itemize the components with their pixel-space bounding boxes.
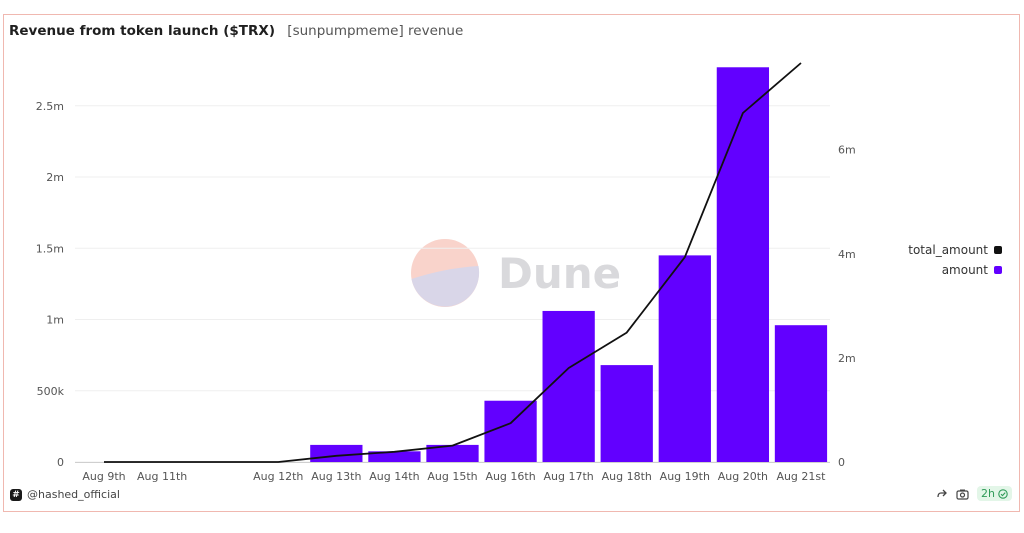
legend-swatch-total-amount (994, 246, 1002, 254)
left-tick-label: 1.5m (36, 242, 64, 255)
legend-swatch-amount (994, 266, 1002, 274)
x-tick-label-aug-19th: Aug 19th (660, 470, 710, 483)
right-tick-label: 4m (838, 248, 856, 261)
chart-header: Revenue from token launch ($TRX) [sunpum… (9, 23, 463, 39)
x-tick-label-aug-11th: Aug 11th (137, 470, 187, 483)
watermark-text: Dune (498, 248, 622, 298)
legend: total_amount amount (908, 240, 1002, 280)
x-tick-label-aug-9th: Aug 9th (82, 470, 125, 483)
x-tick-label-aug-17th: Aug 17th (544, 470, 594, 483)
right-axis-ticks: 0 2m 4m 6m (838, 144, 856, 469)
bar-aug-16th[interactable] (484, 400, 537, 462)
right-tick-label: 0 (838, 456, 845, 469)
total-amount-line-layer (104, 62, 802, 463)
camera-icon[interactable] (956, 488, 969, 500)
dune-watermark: Dune (410, 238, 621, 308)
bar-aug-15th[interactable] (426, 444, 479, 462)
refresh-badge[interactable]: 2h (977, 486, 1012, 501)
left-axis-ticks: 0 500k 1m 1.5m 2m 2.5m (36, 100, 65, 469)
legend-label-total-amount: total_amount (908, 243, 988, 257)
x-axis-ticks: Aug 9th Aug 11th Aug 12th Aug 13th Aug 14th A… (82, 470, 826, 483)
dune-logo-icon (411, 239, 480, 307)
author-handle: @hashed_official (27, 488, 120, 501)
x-tick-label-aug-16th: Aug 16th (485, 470, 535, 483)
x-tick-label-aug-20th: Aug 20th (718, 470, 768, 483)
bar-aug-20th[interactable] (716, 67, 770, 463)
right-tick-label: 2m (838, 352, 856, 365)
footer-actions: 2h (936, 486, 1012, 501)
bar-aug-18th[interactable] (600, 365, 653, 462)
x-tick-label-aug-18th: Aug 18th (602, 470, 652, 483)
bar-aug-19th[interactable] (658, 255, 711, 462)
x-tick-label-aug-14th: Aug 14th (369, 470, 419, 483)
left-tick-label: 1m (46, 314, 64, 327)
left-tick-label: 500k (37, 385, 65, 398)
bar-aug-13th[interactable] (310, 444, 363, 462)
total-amount-line[interactable] (104, 62, 802, 463)
bar-aug-14th[interactable] (368, 451, 421, 462)
x-tick-label-aug-15th: Aug 15th (427, 470, 477, 483)
left-tick-label: 2m (46, 171, 64, 184)
right-tick-label: 6m (838, 144, 856, 157)
x-tick-label-aug-13th: Aug 13th (311, 470, 361, 483)
chart-subtitle: [sunpumpmeme] revenue (287, 23, 464, 39)
legend-label-amount: amount (941, 263, 988, 277)
left-tick-label: 2.5m (36, 100, 64, 113)
bar-aug-17th[interactable] (542, 310, 595, 462)
bar-aug-21st[interactable] (774, 325, 828, 462)
share-icon[interactable] (936, 488, 948, 500)
legend-item-total-amount[interactable]: total_amount (908, 240, 1002, 260)
check-circle-icon (998, 488, 1008, 499)
x-tick-label-aug-12th: Aug 12th (253, 470, 303, 483)
chart-title: Revenue from token launch ($TRX) (9, 23, 275, 39)
amount-bars (310, 67, 828, 463)
left-tick-label: 0 (57, 456, 64, 469)
footer-author[interactable]: # @hashed_official (10, 488, 120, 501)
hash-logo-icon: # (10, 488, 22, 501)
refresh-age: 2h (981, 487, 995, 500)
x-tick-label-aug-21st: Aug 21st (776, 470, 826, 483)
legend-item-amount[interactable]: amount (908, 260, 1002, 280)
